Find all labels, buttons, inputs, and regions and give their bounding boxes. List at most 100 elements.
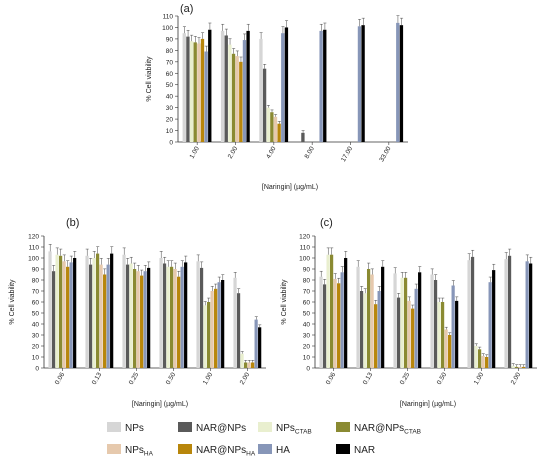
bar-nps [467,260,471,368]
bar-nar-at-nps [125,264,130,368]
bar-npsctab [92,258,96,368]
y-tick-label: 40 [303,322,311,329]
bar-npsctab [228,44,232,142]
bar-ha [69,262,73,368]
bar-nar-at-npsctab [206,302,211,368]
bar-nar-at-nps [433,280,438,368]
legend-label: NAR [354,445,375,456]
bar-nar-at-npsha [411,308,415,368]
y-tick-label: 0 [306,366,310,373]
bar-nar-at-npsctab [58,255,63,368]
bar-nar [110,253,114,368]
bar-nar-at-npsha [66,266,70,368]
bar-npsctab [400,277,404,368]
bar-nar [184,262,188,368]
bar-ha [319,30,323,143]
bar-nar-at-npsctab [366,269,371,368]
panel-a: (a) 0 10 20 30 40 50 60 70 80 90 100 110 % Cell viabi… [146,3,408,191]
y-tick-label: 0 [35,366,39,373]
bar-ha [488,282,492,368]
bar-nar-at-npsctab [514,366,519,368]
x-tick-label: 0.06 [325,371,338,386]
bar-ha [340,272,344,368]
bar-nar-at-npsha [200,38,205,143]
y-tick-label: 30 [166,105,174,112]
x-tick-label: 0.50 [436,371,449,386]
bar-nar-at-npsctab [329,254,334,368]
bar-nar [344,258,348,368]
legend-label: NPsCTAB [276,423,312,436]
bar-npsctab [363,293,367,368]
bar-npsctab [203,305,207,368]
bar-nar [418,272,422,368]
y-tick-label: 10 [303,355,311,362]
x-tick-label: 0.25 [399,371,412,386]
y-tick-label: 50 [32,311,40,318]
y-tick-label: 90 [303,267,311,274]
bar-nar-at-nps [470,256,475,368]
bar-npsha [518,366,522,368]
bar-npsctab [266,107,270,142]
y-tick-label: 40 [166,94,174,101]
bar-npsha [370,274,374,368]
bar-npsha [273,116,278,142]
bar-nar [221,280,225,368]
legend-swatch [178,422,192,432]
bar-nar-at-npsha [277,123,281,142]
panel-c: (c) 0 10 20 30 40 50 60 70 80 90 100 110 120 % Cell vi… [281,217,537,408]
x-tick-label: 0.13 [362,371,375,386]
bar-nar [492,270,496,368]
bar-nar [399,25,404,143]
bar-nar-at-npsha [239,61,243,143]
bar-nps [122,254,126,368]
bar-nar-at-nps [262,68,267,142]
bar-npsha [481,355,485,368]
bar-nar [455,300,459,368]
bar-ha [106,264,110,368]
y-tick-label: 90 [166,36,174,43]
bar-npsha [407,300,411,368]
bar-nar-at-nps [199,267,204,368]
x-tick-label: 17.00 [340,145,354,163]
bar-nps [319,276,323,368]
bar-nar [381,266,385,368]
bar-nar-at-nps [186,36,190,143]
y-tick-label: 60 [166,71,174,78]
bar-nar-at-npsctab [193,42,197,142]
bar-nar-at-npsctab [403,277,408,368]
bar-nar-at-npsha [103,274,107,368]
bar-nar-at-npsha [214,288,218,368]
bar-npsha [444,329,448,368]
bar-npsctab [166,266,170,368]
bar-nps [159,258,163,368]
bar-nps [393,273,397,368]
bar-nar-at-npsha [485,357,489,368]
bar-npsctab [129,263,133,368]
bar-npsctab [189,41,194,143]
bar-ha [281,33,285,142]
bar-nps [356,266,360,368]
x-tick-label: 0.13 [91,371,104,386]
bar-nar-at-npsha [177,276,181,368]
x-tick-label: 1.00 [473,371,486,386]
bar-nar [73,258,77,368]
x-axis-label: [Naringin] (µg/mL) [400,401,456,408]
bar-nar-at-npsha [337,283,341,368]
bar-nar-at-npsctab [95,253,100,368]
legend-swatch [258,422,272,432]
x-tick-label: 1.00 [202,371,215,386]
y-tick-label: 110 [300,245,311,252]
x-axis-label: [Naringin] (µg/mL) [132,401,188,408]
legend-label: NPs [125,423,144,434]
bar-npsha [62,261,66,368]
bar-npsctab [511,365,515,368]
legend-swatch [107,422,121,432]
bar-ha [217,282,221,368]
y-tick-label: 50 [166,82,174,89]
y-tick-label: 70 [303,289,311,296]
bar-nar-at-npsctab [132,269,137,368]
legend-label: NAR@NPsHA [196,445,256,458]
bar-nar-at-npsctab [169,266,174,368]
bar-npsha [99,264,103,368]
bar-nar-at-nps [396,297,401,368]
